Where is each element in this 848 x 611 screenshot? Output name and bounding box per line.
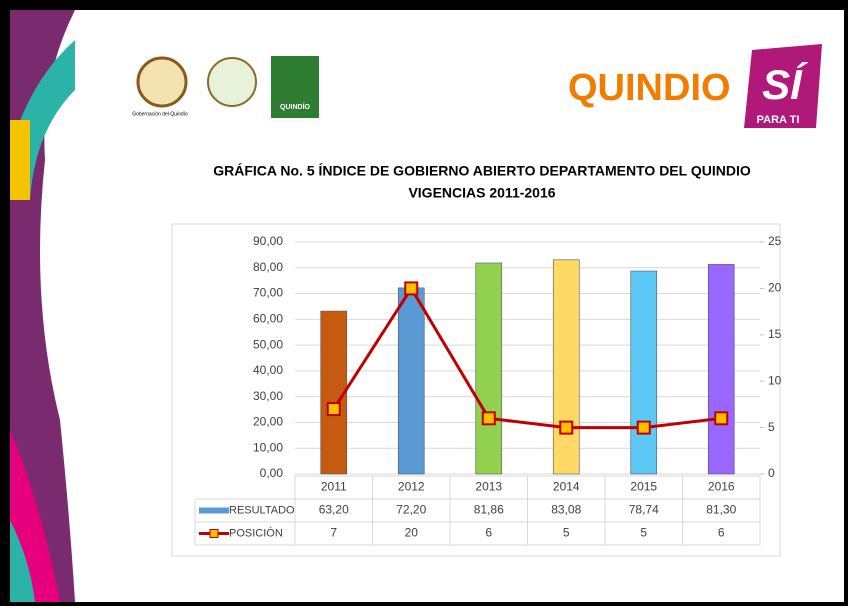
brand-tag: PARA TI: [757, 114, 800, 126]
y-tick-label: 20,00: [253, 415, 283, 429]
badge-logo: [271, 56, 319, 118]
legend-label: POSICIÓN: [229, 526, 283, 539]
y-tick-label: 60,00: [253, 312, 283, 326]
table-value: 6: [485, 526, 492, 540]
decor: [10, 120, 30, 200]
brand-si: SÍ: [762, 61, 808, 108]
chart-title: VIGENCIAS 2011-2016: [408, 185, 555, 201]
table-value: 63,20: [319, 503, 349, 517]
badge-text: QUINDÍO: [280, 102, 311, 111]
bar: [475, 262, 503, 475]
table-value: 5: [563, 526, 570, 540]
y2-tick-label: 15: [768, 327, 782, 341]
table-value: 83,08: [551, 503, 581, 517]
table-value: 81,30: [706, 503, 736, 517]
decor: [10, 520, 35, 602]
bar: [320, 310, 348, 475]
legend-swatch: [209, 529, 219, 538]
table-value: 20: [405, 526, 419, 540]
y2-tick-label: 20: [768, 281, 782, 295]
x-tick-label: 2015: [630, 480, 657, 494]
x-tick-label: 2013: [475, 480, 502, 494]
y2-tick-label: 0: [768, 466, 775, 480]
seal: [136, 56, 188, 108]
x-tick-label: 2011: [321, 480, 347, 494]
coffee-logo: [207, 57, 257, 107]
bar: [630, 270, 658, 475]
legend-label: RESULTADO: [229, 504, 295, 516]
x-tick-label: 2014: [553, 480, 580, 494]
y-tick-label: 10,00: [253, 440, 283, 454]
y-tick-label: 80,00: [253, 260, 283, 274]
table-value: 72,20: [396, 503, 426, 517]
marker: [714, 411, 729, 426]
marker: [326, 402, 341, 417]
y-tick-label: 90,00: [253, 234, 283, 248]
y2-tick-label: 25: [768, 234, 782, 248]
line: [332, 285, 722, 430]
marker: [481, 411, 496, 426]
chart-title: GRÁFICA No. 5 ÍNDICE DE GOBIERNO ABIERTO…: [213, 163, 751, 179]
table-value: 5: [640, 526, 647, 540]
marker: [636, 420, 651, 435]
legend-swatch: [199, 507, 229, 514]
table-value: 81,86: [474, 503, 504, 517]
marker: [559, 420, 574, 435]
table-value: 6: [718, 526, 725, 540]
bar: [707, 264, 735, 475]
y-tick-label: 70,00: [253, 286, 283, 300]
plot: 0,00 10,00 20,00 30,00 40,00 50,00 60,00 70,00 8…: [194, 234, 782, 546]
bar: [552, 259, 580, 475]
bar: [397, 287, 425, 475]
brand-box: [744, 44, 822, 128]
table-value: 7: [330, 526, 337, 540]
brand: QUINDIO: [568, 67, 731, 109]
table-value: 78,74: [629, 503, 659, 517]
x-tick-label: 2012: [398, 480, 425, 494]
y-tick-label: 40,00: [253, 363, 283, 377]
y-tick-label: 30,00: [253, 389, 283, 403]
x-tick-label: 2016: [708, 480, 735, 494]
y-tick-label: 50,00: [253, 337, 283, 351]
y2-tick-label: 5: [768, 420, 775, 434]
y-tick-label: 0,00: [260, 466, 284, 480]
gov-caption: Gobernación del Quindío: [132, 111, 188, 117]
y2-tick-label: 10: [768, 373, 782, 387]
marker: [404, 281, 419, 296]
